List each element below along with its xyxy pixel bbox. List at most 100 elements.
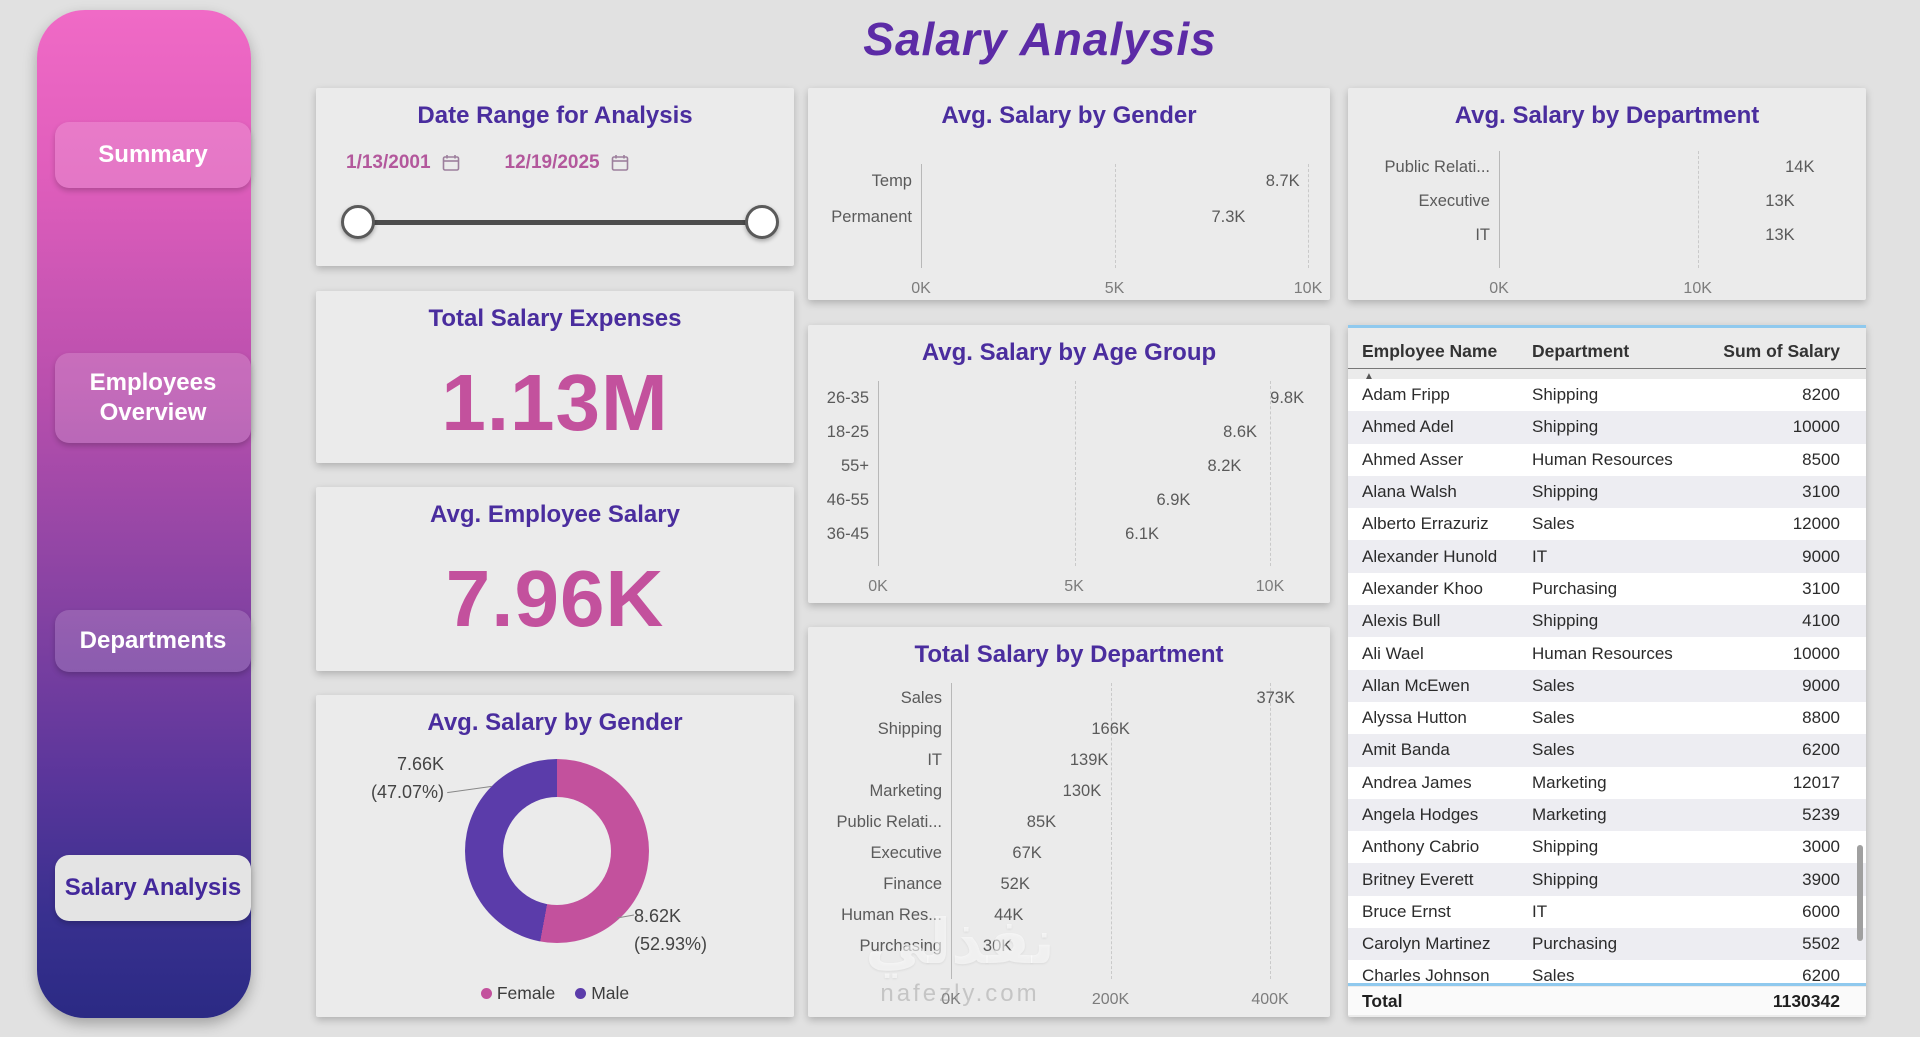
table-body: Adam Fripp Shipping 8200 Ahmed Adel Shipping… [1348, 379, 1866, 983]
table-cell: 12017 [1792, 772, 1840, 792]
table-cell: Marketing [1532, 805, 1607, 824]
table-row[interactable]: Amit Banda Sales 6200 [1348, 734, 1866, 767]
table-cell: Purchasing [1532, 578, 1618, 598]
sort-ascending-icon[interactable]: ▲ [1364, 371, 1374, 382]
table-row[interactable]: Britney Everett Shipping 3900 [1348, 863, 1866, 896]
table-cell: Shipping [1532, 482, 1599, 502]
sidebar-item-label: Salary Analysis [64, 874, 242, 901]
table-row[interactable]: Alana Walsh Shipping 3100 [1348, 475, 1866, 509]
gridline [1074, 381, 1076, 566]
avg-salary-by-age-group-card: Avg. Salary by Age Group 26-35 9.8K 18-25 8… [808, 325, 1330, 603]
date-inputs: 1/13/2001 12/19/2025 [346, 152, 630, 174]
table-cell: Human Resources [1532, 449, 1673, 469]
slice-value: 8.62K [634, 906, 682, 926]
chart-bar-row: 55+ 8.2K [808, 453, 1330, 480]
chart-gridlines [921, 164, 1309, 268]
kpi-title: Avg. Employee Salary [430, 501, 680, 528]
sidebar-item-salary-analysis[interactable]: Salary Analysis [55, 855, 251, 921]
table-cell: Shipping [1532, 385, 1599, 405]
table-row[interactable]: Alyssa Hutton Sales 8800 [1348, 701, 1866, 735]
table-row[interactable]: Angela Hodges Marketing 5239 [1348, 798, 1866, 832]
avg-salary-by-department-chart: Public Relati... 14K Executive 13K IT 13K 0K 1… [1348, 151, 1866, 297]
legend-label: Male [591, 983, 630, 1003]
category-label: Executive [870, 844, 942, 862]
axis-tick-label: 0K [941, 991, 961, 1008]
bar-area: 7.3K [921, 208, 1308, 227]
slider-handle-start[interactable] [341, 205, 375, 239]
slider-handle-end[interactable] [745, 205, 779, 239]
bar-area: 373K [951, 689, 1295, 708]
calendar-icon[interactable] [441, 153, 461, 173]
table-row[interactable]: Adam Fripp Shipping 8200 [1348, 379, 1866, 412]
axis-tick-label: 5K [1064, 578, 1084, 595]
table-row[interactable]: Alexis Bull Shipping 4100 [1348, 605, 1866, 638]
start-date-input[interactable]: 1/13/2001 [346, 152, 431, 173]
table-cell: Sales [1532, 740, 1575, 760]
column-header-sum-of-salary[interactable]: Sum of Salary [1723, 341, 1840, 361]
category-label: Human Res... [841, 906, 942, 924]
sidebar-item-employees-overview[interactable]: Employees Overview [55, 353, 251, 443]
chart-bar-row: Shipping 166K [808, 718, 1330, 741]
total-salary-by-department-chart: Sales 373K Shipping 166K IT 139K Marketing 130K… [808, 683, 1330, 1008]
category-label: Finance [883, 875, 942, 893]
table-row[interactable]: Alberto Errazuriz Sales 12000 [1348, 508, 1866, 541]
table-cell: 8500 [1802, 449, 1840, 469]
column-header-department[interactable]: Department [1532, 341, 1630, 361]
table-scrollbar-thumb[interactable] [1857, 845, 1863, 941]
sidebar-item-summary[interactable]: Summary [55, 122, 251, 188]
chart-bar-row: Sales 373K [808, 687, 1330, 710]
table-row[interactable]: Allan McEwen Sales 9000 [1348, 669, 1866, 702]
table-cell: Angela Hodges [1362, 805, 1479, 824]
calendar-icon[interactable] [610, 153, 630, 173]
slider-track[interactable] [358, 220, 762, 225]
chart-title: Avg. Salary by Gender [427, 709, 683, 736]
table-cell: Human Resources [1532, 643, 1673, 663]
kpi-title: Total Salary Expenses [428, 305, 682, 332]
value-label: 30K [982, 937, 1013, 955]
table-row[interactable]: Andrea James Marketing 12017 [1348, 766, 1866, 799]
date-range-slider [316, 200, 794, 244]
legend-item-male[interactable]: Male [575, 983, 629, 1004]
chart-x-axis: 0K 5K 10K [808, 278, 1330, 300]
table-cell: Shipping [1532, 611, 1599, 631]
value-label: 166K [1091, 720, 1130, 738]
table-row[interactable]: Ahmed Adel Shipping 10000 [1348, 411, 1866, 444]
sidebar-item-departments[interactable]: Departments [55, 610, 251, 672]
table-cell: 4100 [1802, 611, 1840, 631]
table-row[interactable]: Charles Johnson Sales 6200 [1348, 960, 1866, 983]
table-row[interactable]: Anthony Cabrio Shipping 3000 [1348, 831, 1866, 864]
table-cell: Alexander Khoo [1362, 578, 1483, 598]
legend-item-female[interactable]: Female [480, 983, 555, 1004]
table-cell: 3100 [1802, 482, 1840, 502]
chart-bar-row: Purchasing 30K [808, 935, 1330, 958]
chart-title: Avg. Salary by Age Group [921, 339, 1217, 366]
table-cell: Bruce Ernst [1362, 901, 1451, 921]
gridline [1308, 164, 1309, 268]
table-cell: Ahmed Asser [1362, 449, 1464, 469]
table-cell: Shipping [1532, 837, 1599, 857]
axis-tick-label: 10K [1293, 280, 1323, 297]
table-row[interactable]: Ali Wael Human Resources 10000 [1348, 637, 1866, 670]
table-row[interactable]: Alexander Khoo Purchasing 3100 [1348, 572, 1866, 606]
chart-x-axis: 0K 10K [1348, 278, 1866, 300]
table-row[interactable]: Alexander Hunold IT 9000 [1348, 540, 1866, 573]
sidebar-item-label: Departments [79, 627, 227, 654]
table-row[interactable]: Carolyn Martinez Purchasing 5502 [1348, 928, 1866, 961]
sidebar-item-label: Summary [98, 141, 208, 168]
table-selection-border-bottom [1348, 983, 1866, 986]
category-label: 46-55 [826, 491, 869, 509]
bar-area: 6.9K [878, 491, 1270, 510]
donut-legend: Female Male [316, 983, 794, 1004]
bar-area: 14K [1499, 158, 1814, 177]
table-cell: Shipping [1532, 869, 1599, 889]
table-row[interactable]: Ahmed Asser Human Resources 8500 [1348, 443, 1866, 476]
total-value: 1130342 [1772, 990, 1840, 1011]
table-cell: Alana Walsh [1362, 482, 1457, 502]
table-row[interactable]: Bruce Ernst IT 6000 [1348, 895, 1866, 929]
avg-employee-salary-card: Avg. Employee Salary 7.96K [316, 487, 794, 671]
end-date-input[interactable]: 12/19/2025 [504, 152, 600, 173]
gridline [1111, 683, 1112, 979]
column-header-employee-name[interactable]: Employee Name [1362, 341, 1498, 361]
chart-bar-row: Executive 13K [1348, 189, 1866, 214]
chart-title: Avg. Salary by Gender [941, 102, 1197, 129]
